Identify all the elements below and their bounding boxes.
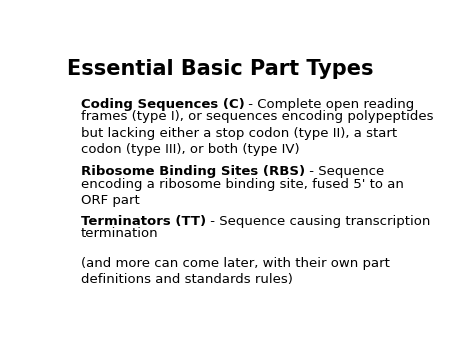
Text: (and more can come later, with their own part
definitions and standards rules): (and more can come later, with their own…: [81, 257, 390, 286]
Text: frames (type I), or sequences encoding polypeptides
but lacking either a stop co: frames (type I), or sequences encoding p…: [81, 111, 433, 156]
Text: Coding Sequences (C): Coding Sequences (C): [81, 98, 244, 111]
Text: Ribosome Binding Sites (RBS): Ribosome Binding Sites (RBS): [81, 166, 305, 178]
Text: termination: termination: [81, 227, 158, 240]
Text: Terminators (TT): Terminators (TT): [81, 215, 206, 228]
Text: encoding a ribosome binding site, fused 5' to an
ORF part: encoding a ribosome binding site, fused …: [81, 178, 404, 207]
Text: - Sequence: - Sequence: [305, 166, 384, 178]
Text: - Sequence causing transcription: - Sequence causing transcription: [206, 215, 430, 228]
Text: - Complete open reading: - Complete open reading: [244, 98, 414, 111]
Text: Essential Basic Part Types: Essential Basic Part Types: [67, 59, 373, 79]
